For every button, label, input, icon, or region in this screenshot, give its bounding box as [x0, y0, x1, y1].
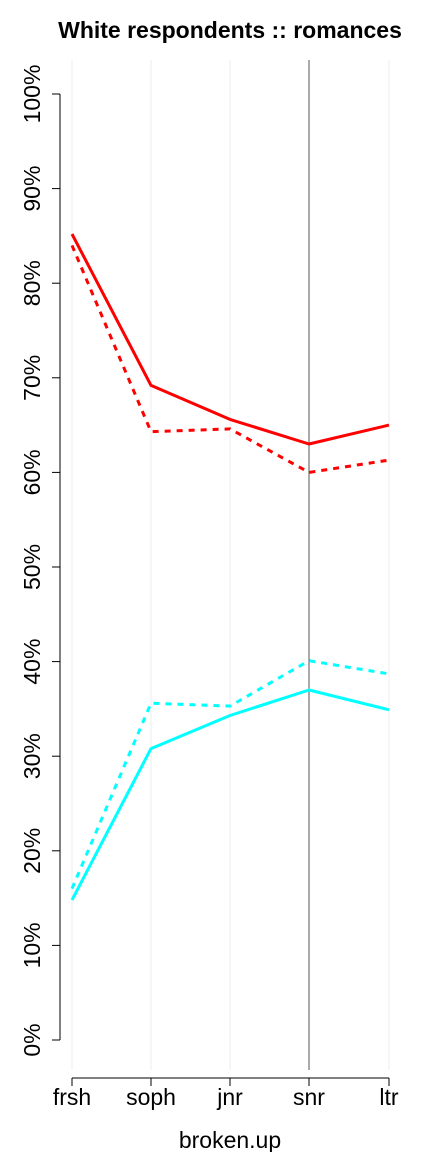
- y-tick-label: 20%: [19, 828, 45, 874]
- chart-title: White respondents :: romances: [58, 17, 402, 43]
- series-line-4: [70, 659, 390, 890]
- y-tick-label: 10%: [19, 922, 45, 968]
- y-axis: 0% 10% 20% 30% 40% 50% 60% 70% 80% 90% 100%: [19, 65, 61, 1057]
- x-axis-title: broken.up: [179, 1127, 281, 1152]
- series-line-3: [70, 688, 390, 901]
- y-tick-label: 90%: [19, 166, 45, 212]
- series-line-2: [70, 244, 390, 474]
- x-tick-label: soph: [126, 1084, 176, 1110]
- y-tick-label: 0%: [19, 1023, 45, 1056]
- y-tick-label: 50%: [19, 544, 45, 590]
- x-axis: frsh soph jnr snr ltr: [53, 1077, 399, 1110]
- y-tick-label: 70%: [19, 355, 45, 401]
- grid: [71, 60, 390, 1070]
- x-tick-label: frsh: [53, 1084, 91, 1110]
- y-tick-label: 30%: [19, 733, 45, 779]
- x-tick-label: ltr: [379, 1084, 399, 1110]
- x-tick-label: snr: [293, 1084, 325, 1110]
- y-tick-label: 60%: [19, 449, 45, 495]
- x-tick-label: jnr: [216, 1084, 243, 1110]
- y-tick-label: 80%: [19, 260, 45, 306]
- y-tick-label: 100%: [19, 65, 45, 124]
- y-tick-label: 40%: [19, 639, 45, 685]
- series-group: [70, 233, 390, 901]
- series-line-1: [70, 233, 390, 446]
